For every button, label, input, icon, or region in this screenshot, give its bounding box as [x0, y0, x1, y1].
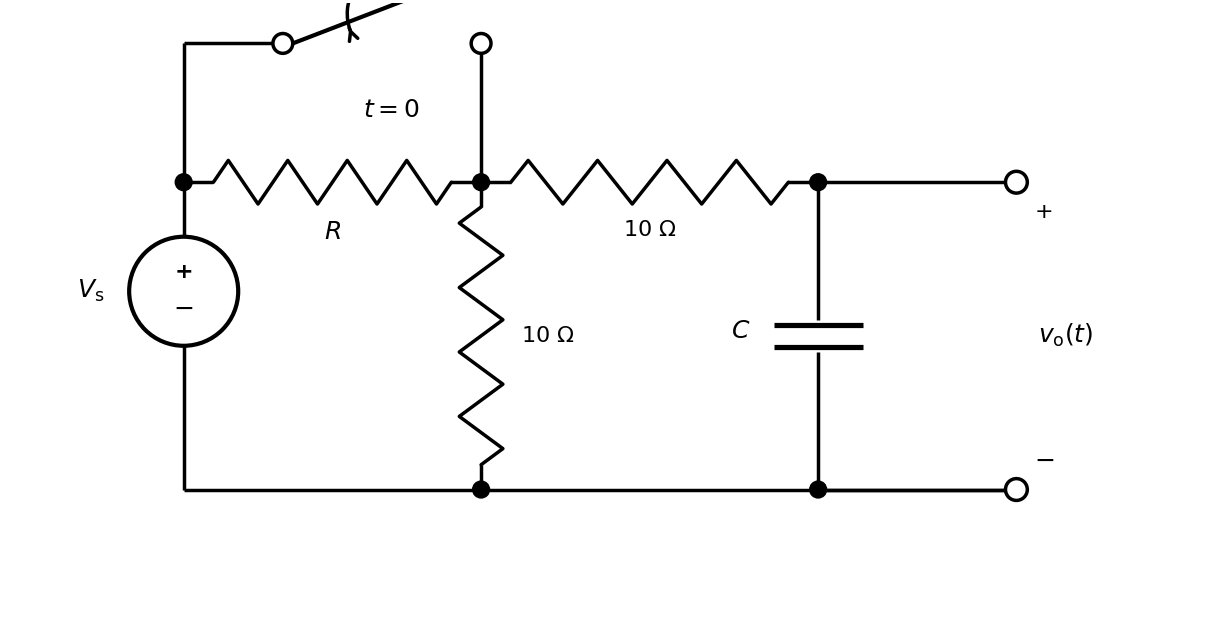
Text: $t = 0$: $t = 0$ [363, 98, 420, 122]
Text: $+$: $+$ [1034, 202, 1052, 222]
Circle shape [472, 481, 489, 498]
Text: −: − [173, 297, 194, 320]
Circle shape [471, 33, 490, 53]
Circle shape [472, 174, 489, 190]
Text: $10\ \Omega$: $10\ \Omega$ [622, 220, 677, 240]
Circle shape [176, 174, 193, 190]
Text: +: + [174, 262, 193, 282]
Circle shape [810, 481, 827, 498]
Text: $10\ \Omega$: $10\ \Omega$ [521, 326, 574, 346]
Circle shape [810, 174, 827, 190]
Circle shape [1005, 479, 1027, 501]
Text: $C$: $C$ [731, 319, 751, 343]
Circle shape [272, 33, 293, 53]
Text: $-$: $-$ [1034, 448, 1055, 472]
Text: $V_{\rm s}$: $V_{\rm s}$ [78, 278, 104, 304]
Text: $v_{\rm o}(t)$: $v_{\rm o}(t)$ [1038, 322, 1094, 349]
Text: $R$: $R$ [323, 220, 340, 244]
Circle shape [1005, 171, 1027, 193]
